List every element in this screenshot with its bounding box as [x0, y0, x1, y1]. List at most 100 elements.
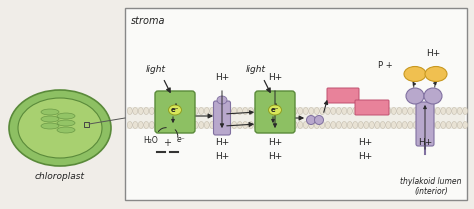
- Ellipse shape: [210, 121, 215, 129]
- Ellipse shape: [133, 107, 138, 115]
- Ellipse shape: [41, 109, 59, 115]
- Ellipse shape: [160, 121, 165, 129]
- Ellipse shape: [402, 107, 407, 115]
- Ellipse shape: [309, 121, 314, 129]
- Ellipse shape: [268, 105, 282, 115]
- Ellipse shape: [18, 98, 102, 158]
- Text: H+: H+: [268, 138, 282, 147]
- Text: e⁻: e⁻: [171, 107, 179, 113]
- Ellipse shape: [41, 116, 59, 122]
- Ellipse shape: [237, 107, 242, 115]
- FancyBboxPatch shape: [125, 8, 467, 200]
- Ellipse shape: [430, 107, 435, 115]
- Ellipse shape: [336, 107, 341, 115]
- Ellipse shape: [265, 121, 270, 129]
- Ellipse shape: [353, 107, 358, 115]
- Text: H+: H+: [358, 152, 372, 161]
- Ellipse shape: [463, 121, 468, 129]
- Ellipse shape: [320, 121, 325, 129]
- Ellipse shape: [270, 107, 275, 115]
- FancyBboxPatch shape: [327, 88, 359, 103]
- Ellipse shape: [369, 107, 374, 115]
- Ellipse shape: [217, 96, 227, 104]
- Ellipse shape: [452, 121, 457, 129]
- Ellipse shape: [232, 121, 237, 129]
- Ellipse shape: [221, 121, 226, 129]
- Ellipse shape: [347, 121, 352, 129]
- Ellipse shape: [149, 121, 154, 129]
- Ellipse shape: [315, 116, 323, 125]
- Ellipse shape: [406, 88, 424, 104]
- Ellipse shape: [210, 107, 215, 115]
- Ellipse shape: [446, 107, 451, 115]
- Ellipse shape: [331, 107, 336, 115]
- Ellipse shape: [404, 66, 426, 82]
- Ellipse shape: [325, 121, 330, 129]
- Ellipse shape: [380, 121, 385, 129]
- Ellipse shape: [259, 107, 264, 115]
- Ellipse shape: [57, 127, 75, 133]
- Ellipse shape: [276, 121, 281, 129]
- Ellipse shape: [188, 107, 193, 115]
- Ellipse shape: [138, 107, 143, 115]
- Ellipse shape: [248, 121, 253, 129]
- Ellipse shape: [391, 121, 396, 129]
- Ellipse shape: [419, 107, 424, 115]
- Ellipse shape: [425, 66, 447, 82]
- Ellipse shape: [127, 107, 132, 115]
- Ellipse shape: [424, 107, 429, 115]
- Ellipse shape: [243, 107, 248, 115]
- Text: H+: H+: [268, 152, 282, 161]
- Ellipse shape: [408, 121, 413, 129]
- Text: H+: H+: [426, 49, 440, 58]
- Ellipse shape: [166, 121, 171, 129]
- Ellipse shape: [276, 107, 281, 115]
- Ellipse shape: [298, 121, 303, 129]
- Ellipse shape: [292, 121, 297, 129]
- Text: H+: H+: [215, 152, 229, 161]
- Ellipse shape: [138, 121, 143, 129]
- Ellipse shape: [435, 107, 440, 115]
- Ellipse shape: [204, 121, 209, 129]
- Ellipse shape: [226, 121, 231, 129]
- Ellipse shape: [441, 121, 446, 129]
- Ellipse shape: [446, 121, 451, 129]
- FancyBboxPatch shape: [355, 100, 389, 115]
- Text: H₂O: H₂O: [144, 136, 158, 145]
- Ellipse shape: [364, 107, 369, 115]
- Ellipse shape: [320, 107, 325, 115]
- Text: H+: H+: [268, 73, 282, 82]
- Ellipse shape: [133, 121, 138, 129]
- Ellipse shape: [342, 107, 347, 115]
- Ellipse shape: [397, 107, 402, 115]
- Ellipse shape: [177, 107, 182, 115]
- Ellipse shape: [309, 107, 314, 115]
- Ellipse shape: [199, 121, 204, 129]
- Ellipse shape: [226, 107, 231, 115]
- Ellipse shape: [166, 107, 171, 115]
- Ellipse shape: [182, 107, 187, 115]
- Ellipse shape: [259, 121, 264, 129]
- Ellipse shape: [144, 121, 149, 129]
- Text: H+: H+: [215, 73, 229, 82]
- Ellipse shape: [463, 107, 468, 115]
- Ellipse shape: [424, 88, 442, 104]
- Text: thylakoid lumen
(interior): thylakoid lumen (interior): [401, 177, 462, 196]
- Ellipse shape: [204, 107, 209, 115]
- Ellipse shape: [347, 107, 352, 115]
- Ellipse shape: [435, 121, 440, 129]
- Text: stroma: stroma: [131, 16, 165, 26]
- Ellipse shape: [402, 121, 407, 129]
- Ellipse shape: [408, 107, 413, 115]
- Ellipse shape: [215, 121, 220, 129]
- Ellipse shape: [177, 121, 182, 129]
- Ellipse shape: [314, 107, 319, 115]
- Ellipse shape: [9, 90, 111, 166]
- Ellipse shape: [171, 121, 176, 129]
- FancyBboxPatch shape: [416, 102, 434, 146]
- Ellipse shape: [452, 107, 457, 115]
- Ellipse shape: [232, 107, 237, 115]
- Ellipse shape: [303, 121, 308, 129]
- Ellipse shape: [281, 121, 286, 129]
- Ellipse shape: [57, 120, 75, 126]
